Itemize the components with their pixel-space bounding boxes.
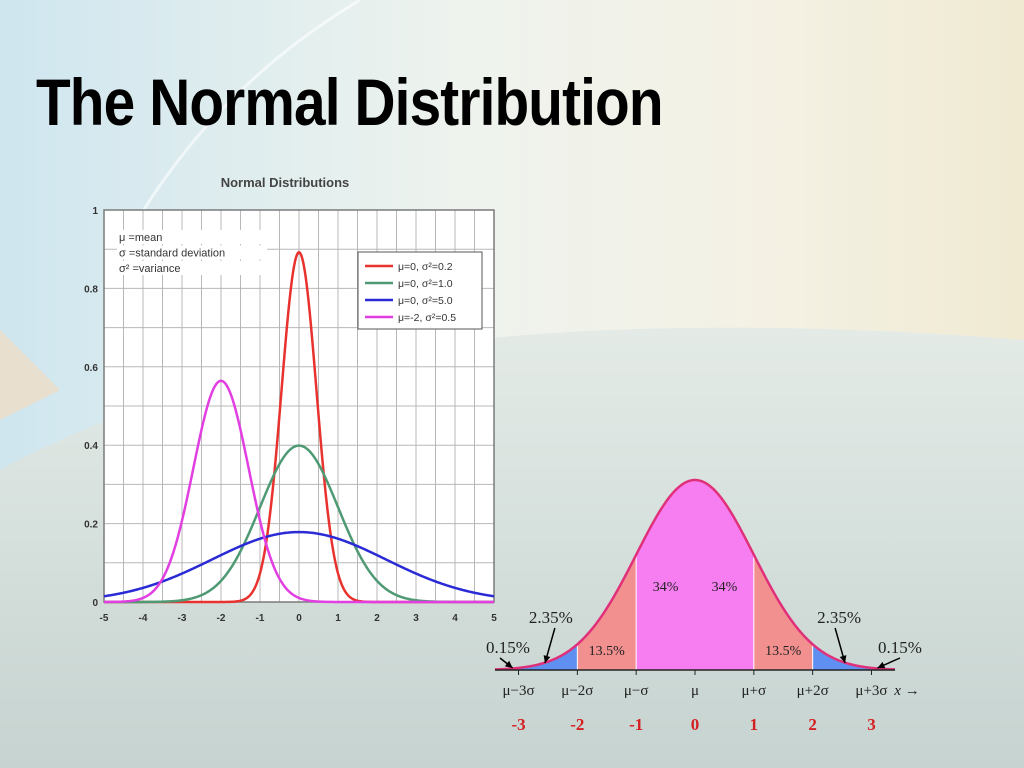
chart2-z-value: -3 bbox=[511, 715, 525, 734]
chart1-y-tick-label: 1 bbox=[92, 206, 98, 217]
chart1-tick-labels: -5 -4 -3 -2 -1 0 1 2 3 4 5 0 0.2 0.4 0.6 0.8 1 bbox=[84, 206, 497, 624]
chart1-y-tick-label: 0.6 bbox=[84, 363, 98, 374]
chart2-percent-label: 34% bbox=[712, 580, 738, 595]
chart1-x-tick-label: -4 bbox=[139, 613, 148, 624]
chart2-sigma-label: μ−3σ bbox=[502, 683, 534, 699]
chart1-note-bg bbox=[117, 261, 267, 275]
chart1-x-tick-label: 3 bbox=[413, 613, 419, 624]
chart2-sigma-label: μ−σ bbox=[624, 683, 649, 699]
empirical-rule-chart: μ−3σ -3 μ−2σ -2 μ−σ -1 μ 0 μ+σ 1 μ+2σ 2 μ+3σ 3 x → 34%… bbox=[486, 478, 922, 734]
chart2-sigma-label: μ+3σ bbox=[855, 683, 887, 699]
chart1-note: σ =standard deviation bbox=[119, 248, 225, 260]
chart1-series-line bbox=[104, 379, 494, 604]
chart2-percent-label: 2.35% bbox=[817, 608, 861, 627]
chart2-z-value: -1 bbox=[629, 715, 643, 734]
chart2-percent-label: 34% bbox=[653, 580, 679, 595]
chart1-note-bg bbox=[117, 245, 267, 260]
chart2-arrowhead bbox=[504, 660, 513, 668]
chart2-region bbox=[812, 644, 872, 670]
chart1-frame bbox=[103, 209, 495, 603]
chart1-x-tick-label: 5 bbox=[491, 613, 497, 624]
chart1-title: Normal Distributions bbox=[221, 175, 350, 190]
chart1-notes: μ =mean σ =standard deviation σ² =variance bbox=[117, 230, 267, 275]
chart1-note: σ² =variance bbox=[119, 263, 181, 275]
chart2-z-value: 0 bbox=[691, 715, 700, 734]
chart2-curve bbox=[494, 478, 896, 671]
chart2-arrowhead bbox=[839, 655, 847, 663]
chart2-axis: μ−3σ -3 μ−2σ -2 μ−σ -1 μ 0 μ+σ 1 μ+2σ 2 μ+3σ 3 x → bbox=[495, 669, 920, 734]
chart1-x-tick-label: 1 bbox=[335, 613, 341, 624]
chart2-z-value: 1 bbox=[750, 715, 759, 734]
chart2-region bbox=[518, 644, 578, 670]
chart1-series-line bbox=[103, 530, 495, 598]
chart2-percent-label: 2.35% bbox=[529, 608, 573, 627]
chart2-percent-label: 13.5% bbox=[765, 644, 802, 659]
chart2-percent-labels: 34% 34% 13.5% 13.5% 2.35% 2.35% 0.15% 0.15% bbox=[486, 580, 922, 669]
chart2-sigma-label: μ+σ bbox=[742, 683, 767, 699]
chart1-curves bbox=[103, 250, 495, 604]
chart1-legend-label: μ=-2, σ²=0.5 bbox=[398, 312, 456, 324]
chart1-x-tick-label: 2 bbox=[374, 613, 380, 624]
chart2-arrowhead bbox=[543, 655, 551, 663]
chart1-note-bg bbox=[117, 230, 267, 244]
chart1-grid bbox=[103, 209, 495, 603]
chart1-y-tick-label: 0 bbox=[92, 598, 98, 609]
chart2-percent-label: 0.15% bbox=[486, 638, 530, 657]
chart1-x-tick-label: 4 bbox=[452, 613, 458, 624]
chart1-y-tick-label: 0.8 bbox=[84, 284, 98, 295]
chart2-percent-label: 0.15% bbox=[878, 638, 922, 657]
chart2-region bbox=[636, 480, 695, 670]
chart2-arrowhead bbox=[877, 661, 886, 669]
normal-distributions-chart: Normal Distributions -5 -4 -3 -2 -1 0 1 2 3 4 5 0 0.… bbox=[84, 175, 497, 624]
chart1-legend-label: μ=0, σ²=5.0 bbox=[398, 295, 453, 307]
chart1-x-tick-label: -5 bbox=[100, 613, 109, 624]
chart2-sigma-label: μ bbox=[691, 683, 699, 699]
chart1-legend-label: μ=0, σ²=0.2 bbox=[398, 261, 453, 273]
chart1-note: μ =mean bbox=[119, 232, 162, 244]
chart2-percent-label: 13.5% bbox=[589, 644, 626, 659]
chart1-x-tick-label: -2 bbox=[217, 613, 226, 624]
chart2-z-value: 3 bbox=[867, 715, 876, 734]
chart2-regions bbox=[495, 480, 895, 670]
chart1-x-tick-label: -1 bbox=[256, 613, 265, 624]
chart2-region bbox=[695, 480, 754, 670]
chart1-x-tick-label: 0 bbox=[296, 613, 302, 624]
chart1-legend-label: μ=0, σ²=1.0 bbox=[398, 278, 453, 290]
slide-title: The Normal Distribution bbox=[36, 65, 664, 139]
chart2-axis-label: x → bbox=[893, 683, 919, 699]
chart1-y-tick-label: 0.2 bbox=[84, 520, 98, 531]
chart2-z-value: -2 bbox=[570, 715, 584, 734]
chart1-y-tick-label: 0.4 bbox=[84, 441, 98, 452]
chart1-legend: μ=0, σ²=0.2 μ=0, σ²=1.0 μ=0, σ²=5.0 μ=-2, σ… bbox=[357, 251, 483, 330]
chart2-curve-line bbox=[494, 478, 896, 671]
chart2-sigma-label: μ+2σ bbox=[797, 683, 829, 699]
chart1-x-tick-label: -3 bbox=[178, 613, 187, 624]
chart2-sigma-label: μ−2σ bbox=[561, 683, 593, 699]
chart2-z-value: 2 bbox=[808, 715, 817, 734]
